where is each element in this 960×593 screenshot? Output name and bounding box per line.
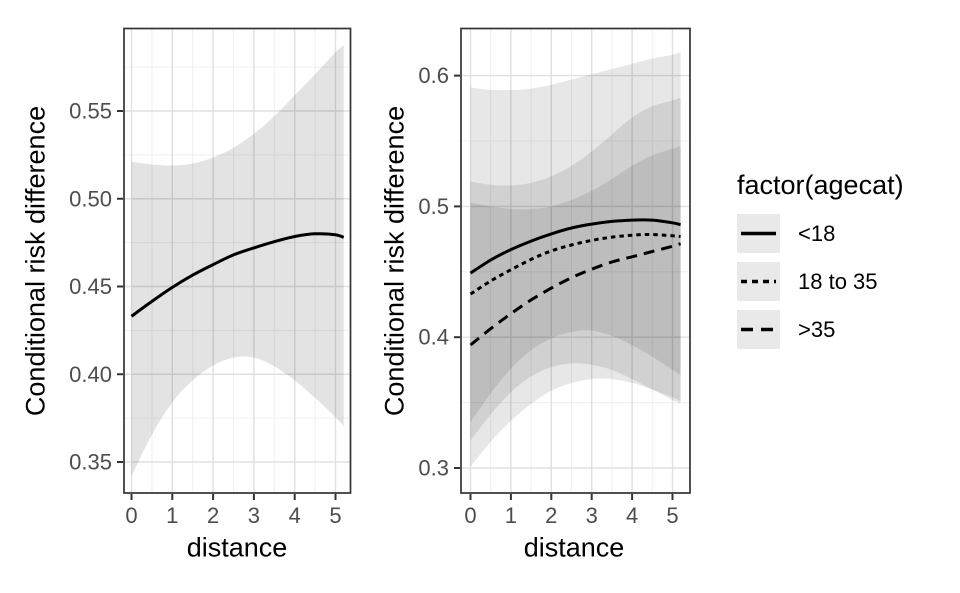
x-tick-label: 4 xyxy=(289,503,301,528)
y-tick-label: 0.55 xyxy=(69,99,112,124)
x-tick-label: 5 xyxy=(329,503,341,528)
legend-item-over-35: >35 xyxy=(737,310,904,349)
x-tick-label: 0 xyxy=(464,503,476,528)
y-tick-label: 0.4 xyxy=(418,325,449,350)
y-tick-label: 0.35 xyxy=(69,450,112,475)
y-tick-label: 0.45 xyxy=(69,274,112,299)
x-tick-label: 3 xyxy=(248,503,260,528)
legend-label: >35 xyxy=(798,316,836,342)
panel-data xyxy=(469,52,682,467)
legend: factor(agecat) <18 18 to 35 xyxy=(737,170,904,358)
legend-label: 18 to 35 xyxy=(798,268,878,294)
x-tick-label: 4 xyxy=(626,503,638,528)
panel-right: 0 1 2 3 4 5 0.3 0.4 0.5 0.6 xyxy=(418,27,691,528)
panel-border xyxy=(123,27,352,494)
x-axis-title-right: distance xyxy=(523,532,625,563)
panel-data xyxy=(130,45,345,476)
x-tick-label: 1 xyxy=(505,503,517,528)
x-tick-label: 3 xyxy=(586,503,598,528)
confidence-ribbon->35 xyxy=(470,52,681,467)
y-axis-title-left: Conditional risk difference xyxy=(20,105,51,417)
trend-line-<18 xyxy=(469,218,681,275)
trend-line->35 xyxy=(469,242,682,347)
confidence-ribbon-<18 xyxy=(470,97,681,423)
y-tick-label: 0.6 xyxy=(418,63,449,88)
confidence-ribbon-overall xyxy=(131,45,344,476)
trend-line-18 to 35 xyxy=(469,232,681,296)
legend-key-swatch xyxy=(737,310,780,349)
legend-item-under-18: <18 xyxy=(737,214,904,253)
legend-key-swatch xyxy=(737,214,780,253)
y-tick-label: 0.50 xyxy=(69,186,112,211)
x-axis-title-left: distance xyxy=(186,532,288,563)
x-tick-label: 1 xyxy=(166,503,178,528)
x-tick-label: 0 xyxy=(125,503,137,528)
legend-title: factor(agecat) xyxy=(737,170,904,200)
legend-label: <18 xyxy=(798,220,836,246)
legend-key-swatch xyxy=(737,262,780,301)
trend-line-overall xyxy=(130,232,345,318)
x-tick-label: 5 xyxy=(666,503,678,528)
legend-item-18-to-35: 18 to 35 xyxy=(737,262,904,301)
y-tick-label: 0.40 xyxy=(69,362,112,387)
panel-axes: 0 1 2 3 4 5 0.35 0.40 0.45 0.50 0.55 xyxy=(69,99,341,529)
y-tick-label: 0.3 xyxy=(418,456,449,481)
x-tick-label: 2 xyxy=(207,503,219,528)
x-tick-label: 2 xyxy=(545,503,557,528)
panel-axes: 0 1 2 3 4 5 0.3 0.4 0.5 0.6 xyxy=(418,63,678,528)
panel-grid xyxy=(124,28,351,493)
panel-border xyxy=(460,27,691,494)
y-axis-title-right: Conditional risk difference xyxy=(379,105,410,417)
y-tick-label: 0.5 xyxy=(418,194,449,219)
panel-left: 0 1 2 3 4 5 0.35 0.40 0.45 0.50 0.55 xyxy=(69,27,352,529)
